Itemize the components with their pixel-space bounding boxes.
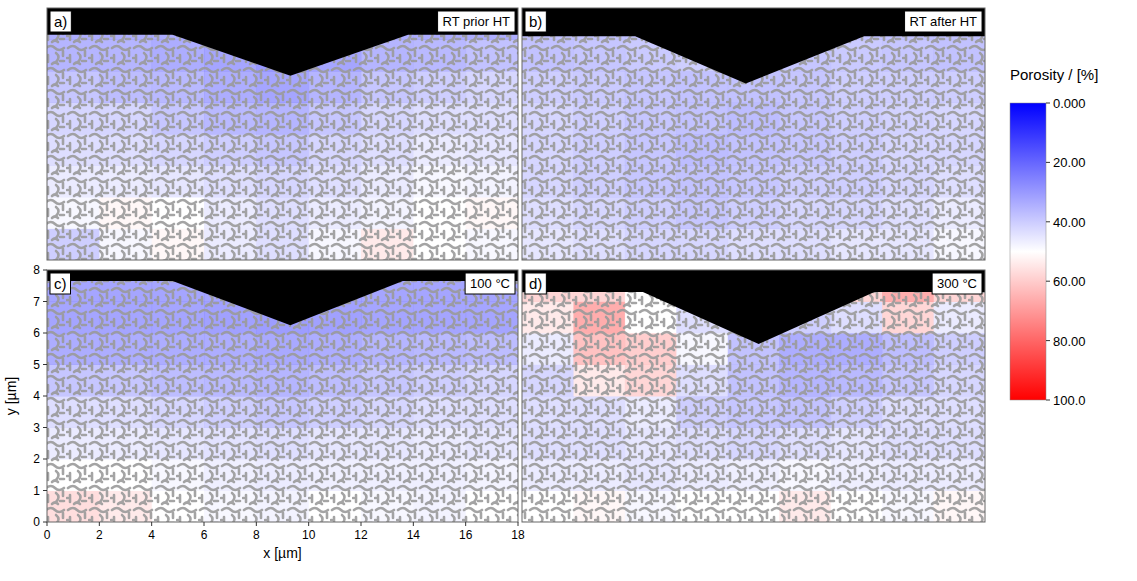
x-tick-label: 10 [302, 528, 316, 542]
panel-title: 100 °C [470, 276, 510, 291]
colorbar-tick-label: 60.00 [1053, 274, 1086, 289]
panel-plot [47, 270, 518, 522]
y-tick [43, 270, 47, 271]
x-tick-label: 18 [511, 528, 525, 542]
x-tick [99, 522, 100, 526]
panel-ground [522, 8, 985, 260]
indent [47, 8, 518, 76]
colorbar-tick-label: 20.00 [1053, 155, 1086, 170]
y-tick-label: 8 [33, 263, 40, 277]
x-tick-label: 2 [96, 528, 103, 542]
colorbar-tick-label: 40.00 [1053, 215, 1086, 230]
panel-title-box [905, 11, 982, 32]
x-tick-label: 0 [44, 528, 51, 542]
x-axis-title: x [µm] [263, 545, 301, 561]
panel-label: b) [529, 13, 542, 30]
figure: a) RT prior HT b) RT after HT c) 100 °C 0 2 4 6 8 1… [0, 0, 1137, 581]
x-tick-label: 12 [354, 528, 368, 542]
colorbar-tick-label: 0.000 [1053, 96, 1086, 111]
x-tick [413, 522, 414, 526]
y-tick-label: 4 [33, 389, 40, 403]
y-tick-label: 0 [33, 515, 40, 529]
microstructure [522, 8, 985, 260]
panel-label-box [525, 11, 546, 32]
colorbar-tick-label: 100.0 [1053, 393, 1086, 408]
x-tick [465, 522, 466, 526]
panel-title-box [438, 11, 515, 32]
panel-frame [522, 8, 985, 260]
y-tick [43, 333, 47, 334]
x-tick [151, 522, 152, 526]
x-tick [518, 522, 519, 526]
indent [522, 8, 985, 84]
panel-ground [522, 270, 985, 522]
y-tick [43, 522, 47, 523]
panel-title-box [932, 273, 982, 294]
x-tick-label: 16 [459, 528, 473, 542]
panel-ground [47, 8, 518, 260]
panel-label-box [50, 11, 71, 32]
microstructure [47, 8, 518, 260]
panel-label: a) [54, 13, 67, 30]
microstructure [522, 270, 985, 522]
panel-ground [47, 270, 518, 522]
x-tick [256, 522, 257, 526]
x-tick-label: 4 [148, 528, 155, 542]
indent [47, 270, 518, 325]
panel-label-box [525, 273, 546, 294]
y-tick-label: 1 [33, 484, 40, 498]
y-axis-title: y [µm] [3, 377, 19, 415]
panel-frame [47, 270, 518, 522]
y-tick [43, 490, 47, 491]
y-tick [43, 396, 47, 397]
y-tick [43, 301, 47, 302]
colorbar-tick [1046, 340, 1050, 341]
indent [522, 270, 985, 344]
y-tick [43, 459, 47, 460]
panel-plot [522, 270, 985, 522]
x-tick-label: 6 [201, 528, 208, 542]
x-tick [204, 522, 205, 526]
colorbar-tick [1046, 221, 1050, 222]
x-tick [361, 522, 362, 526]
y-tick-label: 3 [33, 421, 40, 435]
panel-label: c) [54, 275, 67, 292]
y-tick-label: 6 [33, 326, 40, 340]
panel-plot [47, 8, 518, 260]
x-tick [308, 522, 309, 526]
panel-title: RT prior HT [443, 14, 510, 29]
x-tick-label: 14 [407, 528, 421, 542]
panel-title: 300 °C [937, 276, 977, 291]
colorbar [1010, 103, 1046, 400]
microstructure [47, 270, 518, 522]
colorbar-tick [1046, 281, 1050, 282]
y-tick [43, 364, 47, 365]
colorbar-title: Porosity / [%] [1010, 66, 1098, 83]
colorbar-tick [1046, 162, 1050, 163]
colorbar-tick [1046, 400, 1050, 401]
panel-title-box [465, 273, 515, 294]
panel-title: RT after HT [910, 14, 977, 29]
y-tick-label: 5 [33, 358, 40, 372]
y-tick-label: 2 [33, 452, 40, 466]
y-tick [43, 427, 47, 428]
x-tick [47, 522, 48, 526]
panel-frame [522, 270, 985, 522]
panel-label-box [50, 273, 71, 294]
y-tick-label: 7 [33, 295, 40, 309]
panel-label: d) [529, 275, 542, 292]
x-tick-label: 8 [253, 528, 260, 542]
colorbar-tick-label: 80.00 [1053, 334, 1086, 349]
panel-frame [47, 8, 518, 260]
panel-plot [522, 8, 985, 260]
colorbar-tick [1046, 103, 1050, 104]
